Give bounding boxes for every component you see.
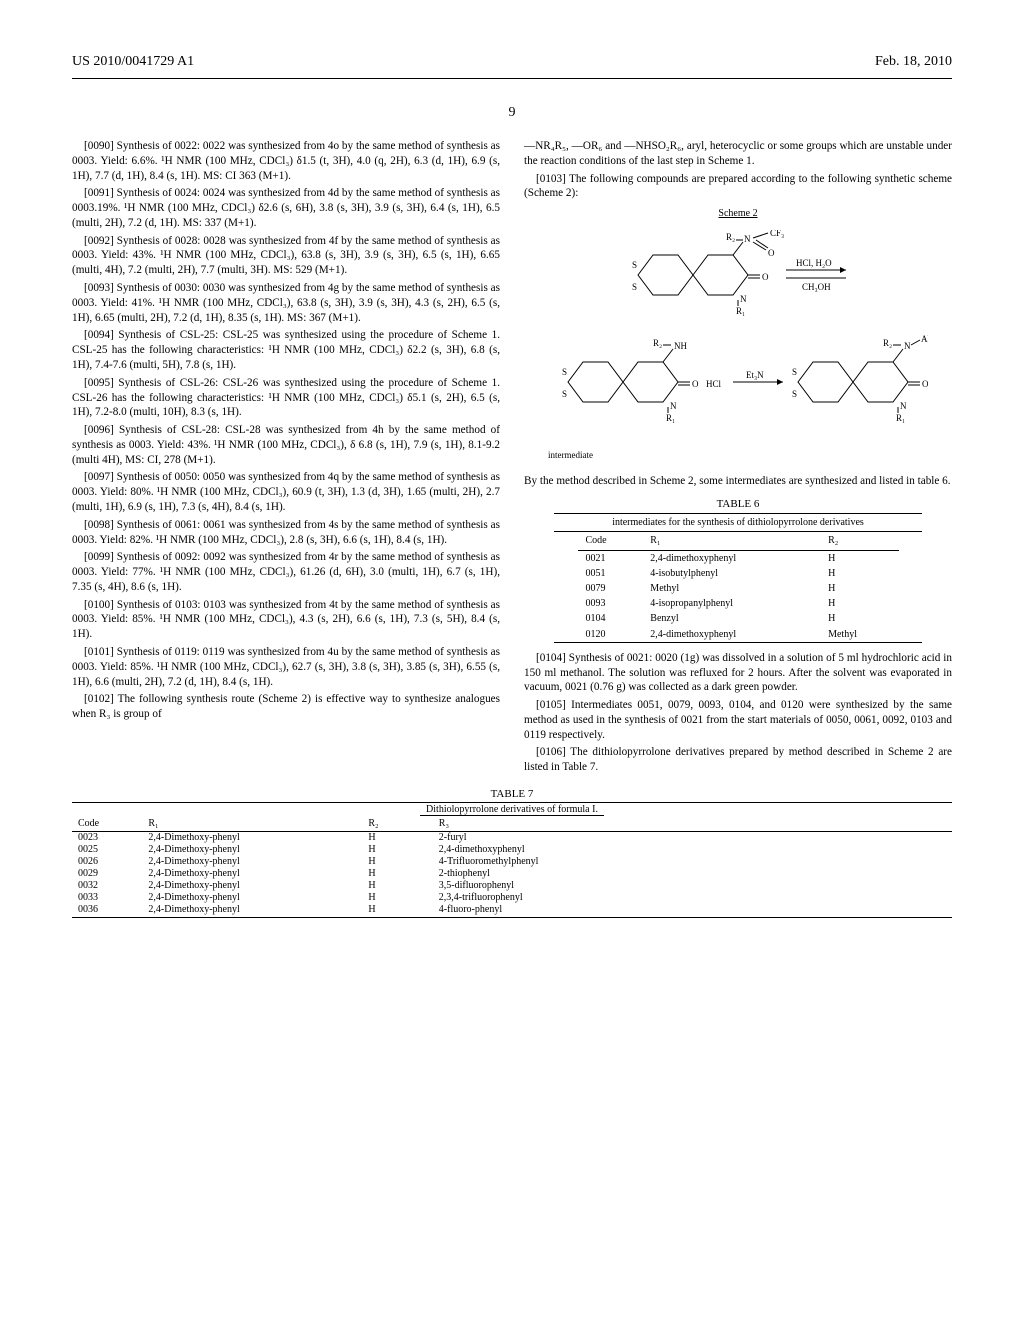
svg-text:HCl: HCl — [706, 379, 722, 389]
para-0093: [0093] Synthesis of 0030: 0030 was synth… — [72, 281, 500, 325]
svg-text:S: S — [562, 367, 567, 377]
publication-number: US 2010/0041729 A1 — [72, 54, 194, 70]
svg-text:R₁: R₁ — [666, 413, 675, 423]
svg-text:S: S — [632, 260, 637, 270]
table7-h1: R₁ — [142, 816, 362, 832]
para-0101: [0101] Synthesis of 0119: 0119 was synth… — [72, 645, 500, 689]
svg-text:O: O — [768, 248, 775, 258]
reagent-2b: Et₃N — [746, 370, 764, 380]
svg-text:O: O — [922, 379, 928, 389]
table-row: 00252,4-Dimethoxy-phenylH2,4-dimethoxyph… — [72, 844, 952, 856]
table-row: 00292,4-Dimethoxy-phenylH2-thiophenyl — [72, 868, 952, 880]
table-row: 00934-isopropanylphenylH — [578, 596, 899, 611]
svg-text:R₂: R₂ — [726, 232, 735, 242]
table6-h2: R₂ — [820, 532, 898, 550]
svg-text:O: O — [692, 379, 699, 389]
reagent-1a: HCl, H₂O — [796, 258, 832, 268]
reagent-1b: CH₃OH — [802, 282, 831, 292]
table-row: 01202,4-dimethoxyphenylMethyl — [578, 627, 899, 642]
svg-text:N: N — [904, 341, 911, 351]
svg-text:R₁: R₁ — [736, 306, 745, 316]
svg-text:N: N — [744, 234, 751, 244]
para-0104: [0104] Synthesis of 0021: 0020 (1g) was … — [524, 651, 952, 695]
table6: Code R₁ R₂ 00212,4-dimethoxyphenylH00514… — [578, 532, 899, 641]
table7-h2: R₂ — [362, 816, 432, 832]
left-column: [0090] Synthesis of 0022: 0022 was synth… — [72, 139, 500, 778]
right-column: —NR₄R₅, —OR₆ and —NHSO₂R₆, aryl, heteroc… — [524, 139, 952, 778]
page-header: US 2010/0041729 A1 Feb. 18, 2010 — [0, 0, 1024, 76]
table7: Code R₁ R₂ R₃ 00232,4-Dimethoxy-phenylH2… — [72, 816, 952, 916]
table-row: 00262,4-Dimethoxy-phenylH4-Trifluorometh… — [72, 856, 952, 868]
para-0090: [0090] Synthesis of 0022: 0022 was synth… — [72, 139, 500, 183]
molecule-intermediate-product: S S N O NH R₂ R₁ HCl Et₃N — [548, 332, 928, 442]
para-0097: [0097] Synthesis of 0050: 0050 was synth… — [72, 470, 500, 514]
svg-text:A: A — [921, 334, 928, 344]
svg-text:N: N — [670, 401, 677, 411]
table7-caption: TABLE 7 — [72, 788, 952, 800]
table-row: 00362,4-Dimethoxy-phenylH4-fluoro-phenyl — [72, 904, 952, 916]
para-0102: [0102] The following synthesis route (Sc… — [72, 692, 500, 722]
svg-text:O: O — [762, 272, 769, 282]
svg-text:NH: NH — [674, 341, 687, 351]
svg-text:R₂: R₂ — [883, 338, 892, 348]
para-r-intro: —NR₄R₅, —OR₆ and —NHSO₂R₆, aryl, heteroc… — [524, 139, 952, 169]
scheme2-label: Scheme 2 — [524, 207, 952, 220]
molecule-start: S S N O N CF₃ O R₂ R₁ — [608, 230, 868, 320]
svg-text:S: S — [632, 282, 637, 292]
page-number: 9 — [0, 105, 1024, 121]
para-0105: [0105] Intermediates 0051, 0079, 0093, 0… — [524, 698, 952, 742]
svg-text:S: S — [792, 367, 797, 377]
para-0096: [0096] Synthesis of CSL-28: CSL-28 was s… — [72, 423, 500, 467]
table-row: 0104BenzylH — [578, 611, 899, 626]
para-0106: [0106] The dithiolopyrrolone derivatives… — [524, 745, 952, 775]
svg-text:N: N — [740, 294, 747, 304]
table7-subtitle: Dithiolopyrrolone derivatives of formula… — [420, 804, 604, 816]
svg-text:S: S — [562, 389, 567, 399]
table7-section: TABLE 7 Dithiolopyrrolone derivatives of… — [0, 778, 1024, 918]
intermediate-label: intermediate — [524, 450, 952, 462]
para-0092: [0092] Synthesis of 0028: 0028 was synth… — [72, 234, 500, 278]
svg-text:S: S — [792, 389, 797, 399]
svg-text:CF₃: CF₃ — [770, 230, 784, 238]
svg-text:R₁: R₁ — [896, 413, 905, 423]
body-columns: [0090] Synthesis of 0022: 0022 was synth… — [0, 121, 1024, 778]
para-0099: [0099] Synthesis of 0092: 0092 was synth… — [72, 550, 500, 594]
table-row: 00212,4-dimethoxyphenylH — [578, 550, 899, 566]
table-row: 0079MethylH — [578, 581, 899, 596]
table-row: 00514-isobutylphenylH — [578, 566, 899, 581]
para-0098: [0098] Synthesis of 0061: 0061 was synth… — [72, 518, 500, 548]
table6-bottom-rule — [554, 642, 922, 643]
scheme2-diagram: S S N O N CF₃ O R₂ R₁ — [524, 224, 952, 468]
table7-h0: Code — [72, 816, 142, 832]
table6-h0: Code — [578, 532, 643, 550]
table-row: 00322,4-Dimethoxy-phenylH3,5-difluorophe… — [72, 880, 952, 892]
para-0094: [0094] Synthesis of CSL-25: CSL-25 was s… — [72, 328, 500, 372]
table-row: 00332,4-Dimethoxy-phenylH2,3,4-trifluoro… — [72, 892, 952, 904]
publication-date: Feb. 18, 2010 — [875, 54, 952, 70]
header-rule — [72, 78, 952, 79]
table6-h1: R₁ — [642, 532, 820, 550]
para-0100: [0100] Synthesis of 0103: 0103 was synth… — [72, 598, 500, 642]
table7-h3: R₃ — [433, 816, 952, 832]
svg-text:R₂: R₂ — [653, 338, 662, 348]
scheme2-caption-text: By the method described in Scheme 2, som… — [524, 474, 952, 489]
table6-caption: TABLE 6 — [524, 497, 952, 512]
table-row: 00232,4-Dimethoxy-phenylH2-furyl — [72, 831, 952, 844]
svg-text:N: N — [900, 401, 907, 411]
para-0103: [0103] The following compounds are prepa… — [524, 172, 952, 202]
para-0091: [0091] Synthesis of 0024: 0024 was synth… — [72, 186, 500, 230]
table6-subtitle: intermediates for the synthesis of dithi… — [554, 513, 922, 532]
para-0095: [0095] Synthesis of CSL-26: CSL-26 was s… — [72, 376, 500, 420]
